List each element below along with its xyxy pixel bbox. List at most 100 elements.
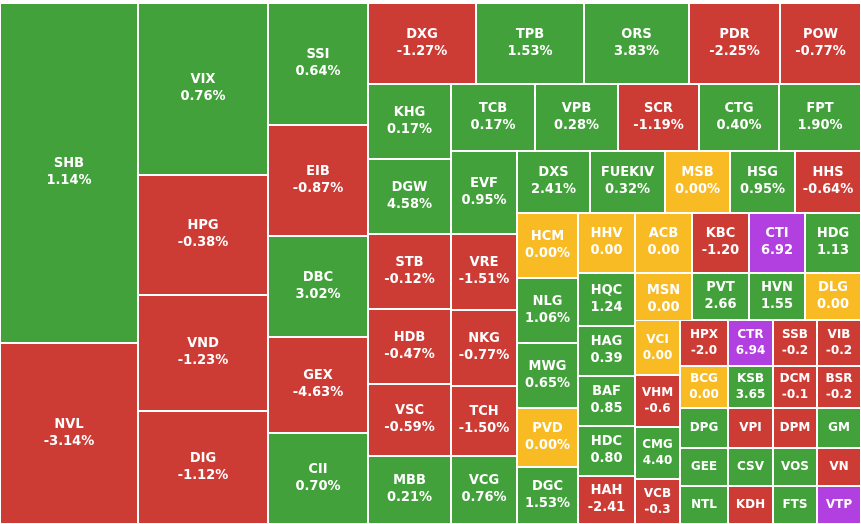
tile-vpb[interactable]: VPB 0.28% <box>535 84 618 151</box>
tile-ticker: CSV <box>737 459 764 474</box>
tile-vnd[interactable]: VND -1.23% <box>138 295 268 411</box>
tile-tcb[interactable]: TCB 0.17% <box>451 84 535 151</box>
tile-scr[interactable]: SCR -1.19% <box>618 84 699 151</box>
tile-hpx[interactable]: HPX -2.0 <box>680 320 728 366</box>
tile-vsc[interactable]: VSC -0.59% <box>368 384 451 456</box>
tile-shb[interactable]: SHB 1.14% <box>0 3 138 343</box>
tile-gee[interactable]: GEE <box>680 448 728 486</box>
tile-ticker: FUEKIV <box>600 165 655 181</box>
tile-hag[interactable]: HAG 0.39 <box>578 326 635 376</box>
tile-baf[interactable]: BAF 0.85 <box>578 376 635 426</box>
tile-vcb[interactable]: VCB -0.3 <box>635 479 680 524</box>
tile-vn[interactable]: VN <box>817 448 861 486</box>
tile-dig[interactable]: DIG -1.12% <box>138 411 268 524</box>
tile-mwg[interactable]: MWG 0.65% <box>517 343 578 408</box>
tile-dlg[interactable]: DLG 0.00 <box>805 273 861 320</box>
tile-pdr[interactable]: PDR -2.25% <box>689 3 780 84</box>
tile-vib[interactable]: VIB -0.2 <box>817 320 861 366</box>
tile-tch[interactable]: TCH -1.50% <box>451 386 517 456</box>
tile-vre[interactable]: VRE -1.51% <box>451 234 517 310</box>
tile-hpg[interactable]: HPG -0.38% <box>138 175 268 295</box>
tile-ticker: PDR <box>719 26 750 42</box>
tile-gex[interactable]: GEX -4.63% <box>268 337 368 433</box>
tile-dxg[interactable]: DXG -1.27% <box>368 3 476 84</box>
tile-hhv[interactable]: HHV 0.00 <box>578 213 635 273</box>
tile-ssi[interactable]: SSI 0.64% <box>268 3 368 125</box>
tile-fuekiv[interactable]: FUEKIV 0.32% <box>590 151 665 213</box>
tile-vcg[interactable]: VCG 0.76% <box>451 456 517 524</box>
tile-ksb[interactable]: KSB 3.65 <box>728 366 773 408</box>
tile-change: 0.40% <box>716 117 762 133</box>
tile-vci[interactable]: VCI 0.00 <box>635 320 680 375</box>
tile-ntl[interactable]: NTL <box>680 486 728 524</box>
tile-hsg[interactable]: HSG 0.95% <box>730 151 795 213</box>
tile-ticker: VPB <box>561 100 592 116</box>
tile-ctg[interactable]: CTG 0.40% <box>699 84 779 151</box>
tile-hvn[interactable]: HVN 1.55 <box>749 273 805 320</box>
tile-ticker: HVN <box>761 279 793 295</box>
tile-pvd[interactable]: PVD 0.00% <box>517 408 578 467</box>
tile-vhm[interactable]: VHM -0.6 <box>635 375 680 427</box>
tile-kdh[interactable]: KDH <box>728 486 773 524</box>
tile-vpi[interactable]: VPI <box>728 408 773 448</box>
tile-hqc[interactable]: HQC 1.24 <box>578 273 635 326</box>
tile-hdb[interactable]: HDB -0.47% <box>368 309 451 384</box>
tile-ticker: POW <box>803 26 838 42</box>
tile-pow[interactable]: POW -0.77% <box>780 3 861 84</box>
tile-dxs[interactable]: DXS 2.41% <box>517 151 590 213</box>
tile-acb[interactable]: ACB 0.00 <box>635 213 692 273</box>
tile-dpg[interactable]: DPG <box>680 408 728 448</box>
tile-msn[interactable]: MSN 0.00 <box>635 273 692 326</box>
tile-change: -0.2 <box>825 387 853 401</box>
tile-cti[interactable]: CTI 6.92 <box>749 213 805 273</box>
tile-eib[interactable]: EIB -0.87% <box>268 125 368 236</box>
tile-cmg[interactable]: CMG 4.40 <box>635 427 680 479</box>
tile-stb[interactable]: STB -0.12% <box>368 234 451 309</box>
tile-tpb[interactable]: TPB 1.53% <box>476 3 584 84</box>
tile-hah[interactable]: HAH -2.41 <box>578 476 635 524</box>
tile-dgw[interactable]: DGW 4.58% <box>368 159 451 234</box>
tile-hcm[interactable]: HCM 0.00% <box>517 213 578 278</box>
tile-bsr[interactable]: BSR -0.2 <box>817 366 861 408</box>
tile-bcg[interactable]: BCG 0.00 <box>680 366 728 408</box>
tile-ticker: BAF <box>592 384 621 400</box>
tile-cii[interactable]: CII 0.70% <box>268 433 368 524</box>
tile-ctr[interactable]: CTR 6.94 <box>728 320 773 366</box>
tile-ticker: VND <box>187 336 219 352</box>
tile-change: 0.70% <box>295 478 341 494</box>
tile-change: -0.1 <box>781 387 809 401</box>
tile-kbc[interactable]: KBC -1.20 <box>692 213 749 273</box>
tile-pvt[interactable]: PVT 2.66 <box>692 273 749 320</box>
tile-vtp[interactable]: VTP <box>817 486 861 524</box>
tile-vix[interactable]: VIX 0.76% <box>138 3 268 175</box>
tile-dbc[interactable]: DBC 3.02% <box>268 236 368 337</box>
tile-gm[interactable]: GM <box>817 408 861 448</box>
tile-dgc[interactable]: DGC 1.53% <box>517 467 578 524</box>
tile-change: 1.13 <box>816 243 850 258</box>
tile-dcm[interactable]: DCM -0.1 <box>773 366 817 408</box>
tile-mbb[interactable]: MBB 0.21% <box>368 456 451 524</box>
tile-ors[interactable]: ORS 3.83% <box>584 3 689 84</box>
tile-change: 0.00 <box>816 296 850 312</box>
tile-fpt[interactable]: FPT 1.90% <box>779 84 861 151</box>
tile-dpm[interactable]: DPM <box>773 408 817 448</box>
tile-evf[interactable]: EVF 0.95% <box>451 151 517 234</box>
tile-csv[interactable]: CSV <box>728 448 773 486</box>
tile-msb[interactable]: MSB 0.00% <box>665 151 730 213</box>
tile-fts[interactable]: FTS <box>773 486 817 524</box>
tile-change: 3.83% <box>613 43 660 59</box>
tile-nkg[interactable]: NKG -0.77% <box>451 310 517 386</box>
tile-hdg[interactable]: HDG 1.13 <box>805 213 861 273</box>
tile-hhs[interactable]: HHS -0.64% <box>795 151 861 213</box>
tile-ticker: VSC <box>395 403 424 419</box>
tile-ssb[interactable]: SSB -0.2 <box>773 320 817 366</box>
tile-khg[interactable]: KHG 0.17% <box>368 84 451 159</box>
tile-change: -0.38% <box>177 235 229 250</box>
tile-nlg[interactable]: NLG 1.06% <box>517 278 578 343</box>
tile-hdc[interactable]: HDC 0.80 <box>578 426 635 476</box>
tile-ticker: STB <box>395 254 424 270</box>
tile-ticker: VOS <box>781 459 809 474</box>
tile-nvl[interactable]: NVL -3.14% <box>0 343 138 524</box>
tile-ticker: DLG <box>818 279 848 295</box>
tile-vos[interactable]: VOS <box>773 448 817 486</box>
